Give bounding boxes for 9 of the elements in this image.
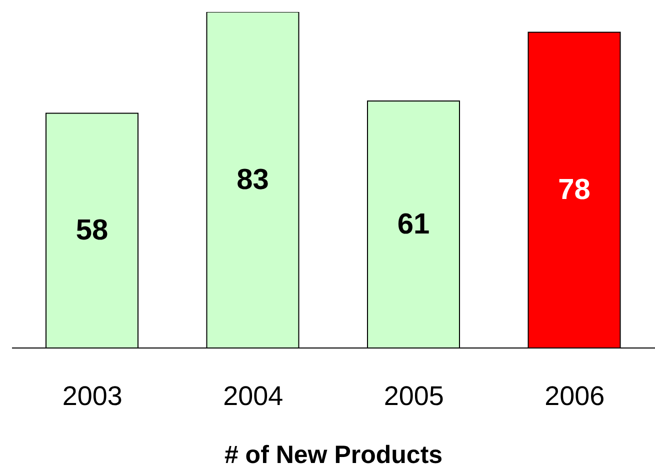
data-label: 78: [558, 174, 590, 206]
x-tick-label: 2005: [384, 381, 444, 412]
x-tick-label: 2006: [544, 381, 605, 412]
data-label: 61: [397, 208, 430, 241]
x-axis-title: # of New Products: [224, 441, 443, 469]
data-label: 83: [236, 164, 269, 196]
data-label: 58: [76, 214, 108, 247]
x-tick-label: 2004: [223, 381, 284, 412]
x-tick-label: 2003: [62, 381, 122, 412]
